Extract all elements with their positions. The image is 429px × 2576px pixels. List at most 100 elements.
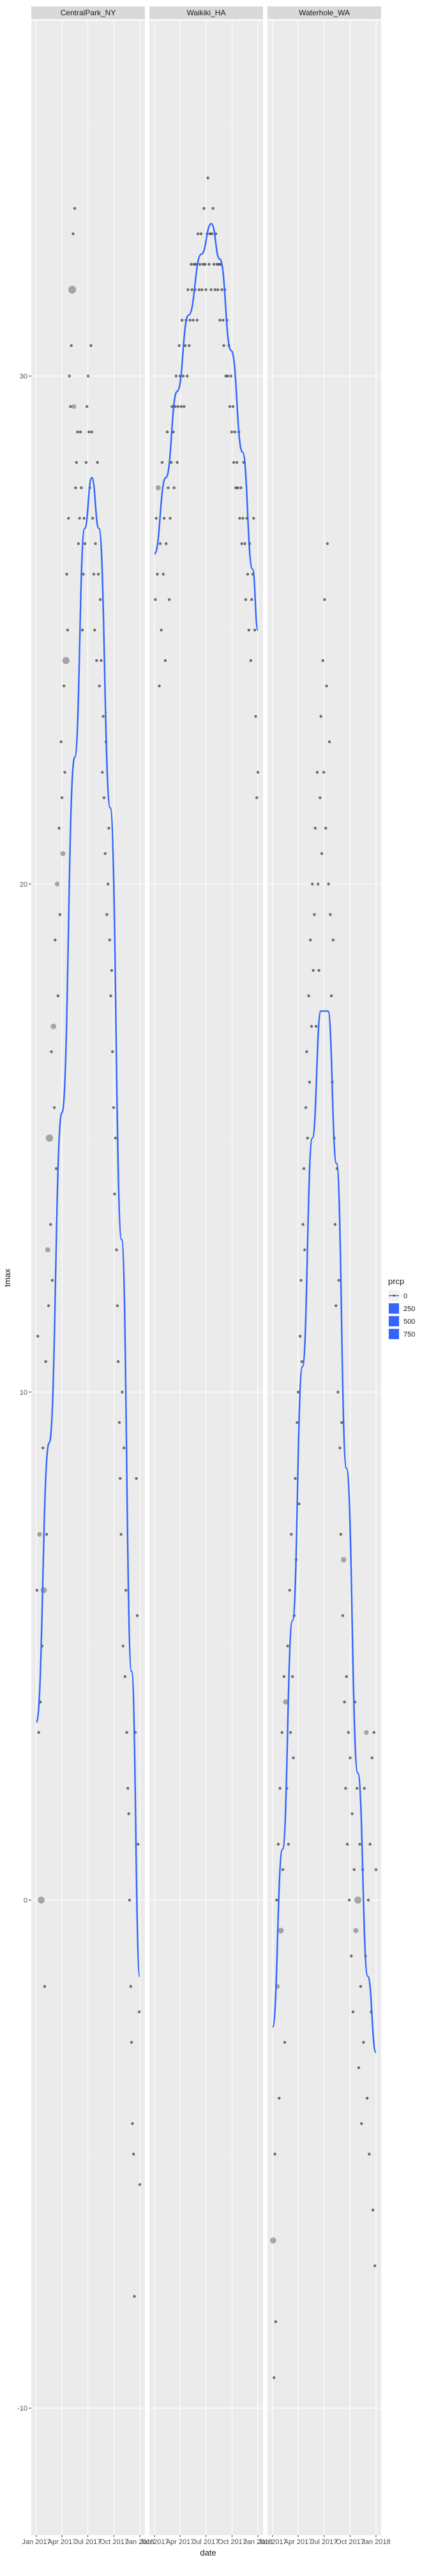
data-point xyxy=(340,1556,347,1563)
data-point xyxy=(281,1868,285,1871)
data-point xyxy=(352,1868,356,1871)
legend-label: 750 xyxy=(403,1331,415,1338)
data-point xyxy=(220,288,223,291)
data-point xyxy=(351,2010,355,2014)
data-point xyxy=(290,1675,294,1678)
data-point xyxy=(215,263,219,266)
data-point xyxy=(324,827,327,830)
data-point xyxy=(185,374,189,378)
data-point xyxy=(341,1614,345,1617)
data-point xyxy=(292,1756,295,1759)
data-point xyxy=(96,572,100,576)
data-point xyxy=(111,1050,114,1054)
data-point xyxy=(177,344,181,348)
data-point xyxy=(329,994,333,997)
x-tick-label: Apr 2017 xyxy=(166,2538,195,2546)
data-point xyxy=(127,1812,130,1816)
data-point xyxy=(327,740,331,744)
data-point xyxy=(60,796,64,799)
data-point xyxy=(278,2096,281,2100)
data-point xyxy=(174,374,178,378)
data-point xyxy=(45,1533,49,1536)
data-point xyxy=(106,882,110,885)
data-point xyxy=(360,2122,363,2126)
data-point xyxy=(160,628,163,632)
data-point xyxy=(155,485,161,491)
data-point xyxy=(372,1731,376,1734)
data-point xyxy=(83,542,87,546)
legend-label: 500 xyxy=(403,1318,415,1326)
data-point xyxy=(57,827,61,830)
data-point xyxy=(35,1588,39,1592)
data-point xyxy=(76,430,79,434)
data-point xyxy=(229,374,232,378)
data-point xyxy=(96,461,99,464)
data-point xyxy=(54,939,57,942)
data-point xyxy=(283,1699,289,1705)
x-tick-label: Jan 2018 xyxy=(125,2538,154,2546)
data-point xyxy=(101,770,104,774)
data-point xyxy=(158,684,161,687)
y-tick-label: 30 xyxy=(20,373,27,381)
data-point xyxy=(256,770,260,774)
data-point xyxy=(190,263,193,266)
data-point xyxy=(345,1843,349,1846)
facet-strip-label: CentralPark_NY xyxy=(61,8,116,17)
data-point xyxy=(138,2183,142,2186)
data-point xyxy=(54,882,60,887)
data-point xyxy=(56,994,60,997)
data-point xyxy=(103,852,107,855)
data-point xyxy=(371,2208,375,2212)
data-point xyxy=(156,572,159,576)
data-point xyxy=(154,598,157,601)
data-point xyxy=(370,1756,373,1759)
data-point xyxy=(121,1390,124,1394)
data-point xyxy=(339,1533,343,1536)
facet-strip-label: Waikiki_HA xyxy=(187,8,226,17)
data-point xyxy=(84,461,88,464)
data-point xyxy=(79,430,82,434)
data-point xyxy=(364,1729,369,1735)
data-point xyxy=(59,740,63,744)
data-point xyxy=(114,1137,117,1140)
data-point xyxy=(296,1390,300,1394)
data-point xyxy=(72,404,77,410)
data-point xyxy=(270,2237,276,2244)
data-point xyxy=(310,1025,313,1028)
data-point xyxy=(41,1446,45,1450)
smooth-line xyxy=(35,477,141,1977)
data-point xyxy=(110,969,114,972)
data-point xyxy=(188,344,191,348)
data-point xyxy=(170,461,173,464)
data-point xyxy=(344,1786,347,1790)
data-point xyxy=(255,796,259,799)
data-point xyxy=(126,1786,130,1790)
data-point xyxy=(135,1476,138,1480)
data-point xyxy=(240,542,243,546)
data-point xyxy=(98,598,102,601)
data-point xyxy=(283,2041,287,2044)
data-point xyxy=(212,263,216,266)
data-point xyxy=(296,1421,299,1424)
x-tick-label: Oct 2017 xyxy=(100,2538,128,2546)
data-point xyxy=(312,969,315,972)
data-point xyxy=(308,939,312,942)
data-point xyxy=(170,405,174,408)
data-point xyxy=(102,715,105,718)
data-point xyxy=(222,318,225,322)
x-tick-label: Apr 2017 xyxy=(48,2538,77,2546)
data-point xyxy=(350,1812,354,1816)
data-point xyxy=(165,430,169,434)
data-point xyxy=(199,263,202,266)
x-tick-label: Jan 2017 xyxy=(258,2538,287,2546)
data-point xyxy=(89,344,93,348)
data-point xyxy=(228,405,232,408)
data-point xyxy=(200,288,204,291)
data-point xyxy=(62,684,66,687)
data-point xyxy=(368,2152,371,2156)
data-point xyxy=(311,882,314,885)
data-point xyxy=(125,1731,128,1734)
data-point xyxy=(158,542,162,546)
